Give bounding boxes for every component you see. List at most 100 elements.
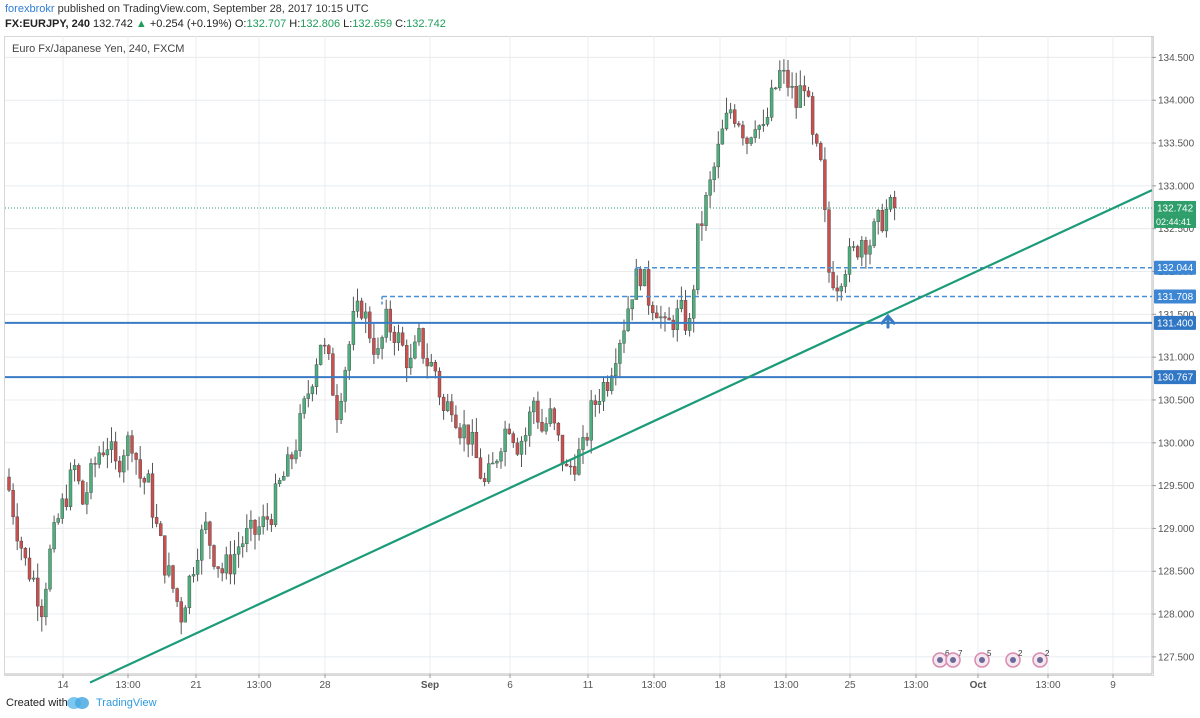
candle-up[interactable] bbox=[48, 548, 52, 590]
candle-down[interactable] bbox=[466, 424, 470, 445]
candle-up[interactable] bbox=[872, 221, 876, 247]
candle-down[interactable] bbox=[113, 441, 118, 462]
candle-down[interactable] bbox=[327, 345, 331, 354]
candle-down[interactable] bbox=[815, 134, 819, 144]
candle-up[interactable] bbox=[56, 518, 60, 523]
candle-down[interactable] bbox=[331, 353, 335, 396]
candle-down[interactable] bbox=[737, 123, 741, 126]
candle-up[interactable] bbox=[687, 318, 692, 331]
candle-up[interactable] bbox=[548, 408, 552, 424]
candle-down[interactable] bbox=[19, 540, 23, 549]
candle-down[interactable] bbox=[400, 332, 405, 346]
candle-up[interactable] bbox=[728, 109, 733, 114]
candle-up[interactable] bbox=[712, 166, 716, 180]
candle-down[interactable] bbox=[573, 466, 577, 475]
candle-down[interactable] bbox=[163, 535, 167, 576]
candle-up[interactable] bbox=[240, 543, 245, 547]
candle-down[interactable] bbox=[454, 414, 458, 428]
candle-up[interactable] bbox=[249, 519, 253, 529]
candle-down[interactable] bbox=[228, 554, 233, 575]
candle-up[interactable] bbox=[236, 546, 241, 555]
tradingview-logo-icon[interactable] bbox=[66, 696, 90, 710]
candle-down[interactable] bbox=[138, 459, 142, 479]
candle-down[interactable] bbox=[450, 401, 454, 416]
candle-down[interactable] bbox=[864, 240, 868, 255]
candle-down[interactable] bbox=[142, 478, 147, 483]
candle-down[interactable] bbox=[265, 516, 269, 520]
candle-up[interactable] bbox=[89, 463, 93, 493]
candle-up[interactable] bbox=[622, 330, 626, 344]
candle-up[interactable] bbox=[257, 526, 261, 535]
candle-down[interactable] bbox=[646, 269, 651, 306]
candle-down[interactable] bbox=[806, 90, 811, 97]
candle-up[interactable] bbox=[503, 428, 507, 452]
candle-down[interactable] bbox=[23, 548, 28, 559]
candle-down[interactable] bbox=[593, 400, 597, 405]
candle-down[interactable] bbox=[655, 312, 659, 319]
candle-up[interactable] bbox=[294, 450, 298, 460]
candle-down[interactable] bbox=[823, 159, 827, 210]
candle-down[interactable] bbox=[175, 588, 179, 602]
candle-up[interactable] bbox=[462, 424, 466, 439]
candle-down[interactable] bbox=[786, 69, 790, 88]
candle-up[interactable] bbox=[183, 607, 188, 623]
candle-up[interactable] bbox=[532, 400, 536, 413]
candle-down[interactable] bbox=[831, 272, 835, 289]
candle-up[interactable] bbox=[761, 124, 766, 126]
candle-down[interactable] bbox=[405, 345, 409, 369]
candle-up[interactable] bbox=[675, 308, 679, 330]
candle-up[interactable] bbox=[417, 328, 421, 343]
candle-down[interactable] bbox=[810, 96, 815, 135]
candle-down[interactable] bbox=[36, 577, 40, 607]
candle-up[interactable] bbox=[409, 357, 413, 369]
candle-down[interactable] bbox=[335, 395, 339, 420]
candle-up[interactable] bbox=[306, 393, 310, 399]
candle-up[interactable] bbox=[446, 401, 450, 411]
candle-up[interactable] bbox=[105, 449, 110, 456]
candle-down[interactable] bbox=[7, 476, 11, 491]
candle-up[interactable] bbox=[31, 577, 36, 580]
candle-up[interactable] bbox=[614, 363, 618, 377]
candle-up[interactable] bbox=[396, 332, 401, 343]
candle-up[interactable] bbox=[704, 194, 708, 226]
candle-up[interactable] bbox=[519, 440, 524, 455]
candle-up[interactable] bbox=[724, 112, 729, 130]
candle-up[interactable] bbox=[495, 460, 499, 464]
candle-up[interactable] bbox=[261, 516, 265, 527]
candle-down[interactable] bbox=[733, 109, 737, 124]
candle-up[interactable] bbox=[528, 411, 532, 436]
candle-up[interactable] bbox=[692, 289, 696, 319]
candle-down[interactable] bbox=[40, 605, 44, 618]
candle-up[interactable] bbox=[429, 362, 433, 367]
candle-down[interactable] bbox=[433, 362, 438, 372]
candle-up[interactable] bbox=[601, 382, 606, 402]
candle-down[interactable] bbox=[458, 427, 462, 439]
candle-up[interactable] bbox=[544, 423, 548, 432]
candle-up[interactable] bbox=[277, 480, 282, 484]
candle-down[interactable] bbox=[76, 465, 81, 482]
candle-down[interactable] bbox=[15, 516, 19, 542]
candle-up[interactable] bbox=[282, 476, 286, 481]
candle-up[interactable] bbox=[589, 400, 593, 441]
candle-up[interactable] bbox=[696, 223, 700, 290]
candle-up[interactable] bbox=[523, 435, 528, 442]
candle-up[interactable] bbox=[314, 364, 319, 387]
candle-up[interactable] bbox=[273, 483, 278, 525]
candle-up[interactable] bbox=[860, 240, 864, 258]
candle-up[interactable] bbox=[126, 435, 130, 456]
candle-down[interactable] bbox=[827, 209, 831, 273]
candle-down[interactable] bbox=[880, 210, 884, 232]
candle-down[interactable] bbox=[671, 319, 675, 330]
candle-down[interactable] bbox=[421, 328, 425, 359]
candle-down[interactable] bbox=[359, 300, 364, 319]
candle-up[interactable] bbox=[195, 560, 200, 575]
candle-down[interactable] bbox=[511, 433, 515, 443]
candle-up[interactable] bbox=[286, 454, 290, 477]
candle-up[interactable] bbox=[499, 451, 503, 462]
candle-down[interactable] bbox=[474, 432, 479, 459]
candle-up[interactable] bbox=[232, 553, 237, 575]
candle-up[interactable] bbox=[204, 521, 208, 531]
candle-up[interactable] bbox=[146, 473, 151, 483]
candle-down[interactable] bbox=[323, 344, 327, 347]
candle-up[interactable] bbox=[720, 128, 725, 145]
